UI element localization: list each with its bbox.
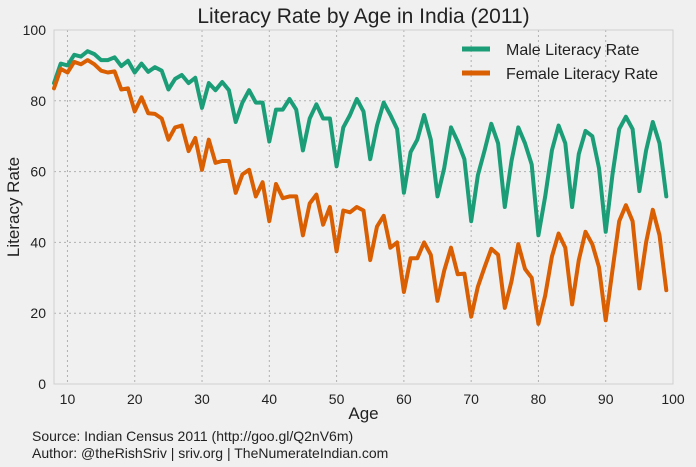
y-tick-label: 80 bbox=[30, 93, 46, 109]
y-tick-label: 0 bbox=[38, 376, 46, 392]
x-tick-label: 100 bbox=[661, 391, 685, 407]
plot-frame bbox=[53, 29, 674, 385]
x-tick-label: 30 bbox=[194, 391, 210, 407]
x-tick-label: 40 bbox=[262, 391, 278, 407]
source-note: Source: Indian Census 2011 (http://goo.g… bbox=[32, 428, 354, 444]
grid bbox=[53, 29, 674, 385]
tick-labels: 10 20 30 40 50 60 70 80 90 100 0 20 40 60 80 100 bbox=[23, 22, 685, 407]
x-tick-label: 10 bbox=[60, 391, 76, 407]
y-tick-label: 60 bbox=[30, 164, 46, 180]
author-note: Author: @theRishSriv | sriv.org | TheNum… bbox=[32, 445, 389, 461]
y-tick-label: 40 bbox=[30, 234, 46, 250]
x-tick-label: 90 bbox=[598, 391, 614, 407]
x-tick-label: 60 bbox=[396, 391, 412, 407]
legend-label-female: Female Literacy Rate bbox=[506, 66, 658, 83]
x-tick-label: 80 bbox=[531, 391, 547, 407]
legend: Male Literacy Rate Female Literacy Rate bbox=[462, 42, 658, 83]
legend-label-male: Male Literacy Rate bbox=[506, 42, 639, 59]
series-lines bbox=[52, 49, 669, 326]
male-literacy-line bbox=[52, 49, 669, 238]
x-axis-title: Age bbox=[348, 404, 378, 423]
y-tick-label: 20 bbox=[30, 305, 46, 321]
female-literacy-line bbox=[52, 58, 669, 326]
y-axis-title: Literacy Rate bbox=[4, 157, 23, 257]
chart-title: Literacy Rate by Age in India (2011) bbox=[197, 5, 529, 28]
y-tick-label: 100 bbox=[23, 22, 47, 38]
x-tick-label: 50 bbox=[329, 391, 345, 407]
x-tick-label: 70 bbox=[463, 391, 479, 407]
x-tick-label: 20 bbox=[127, 391, 143, 407]
